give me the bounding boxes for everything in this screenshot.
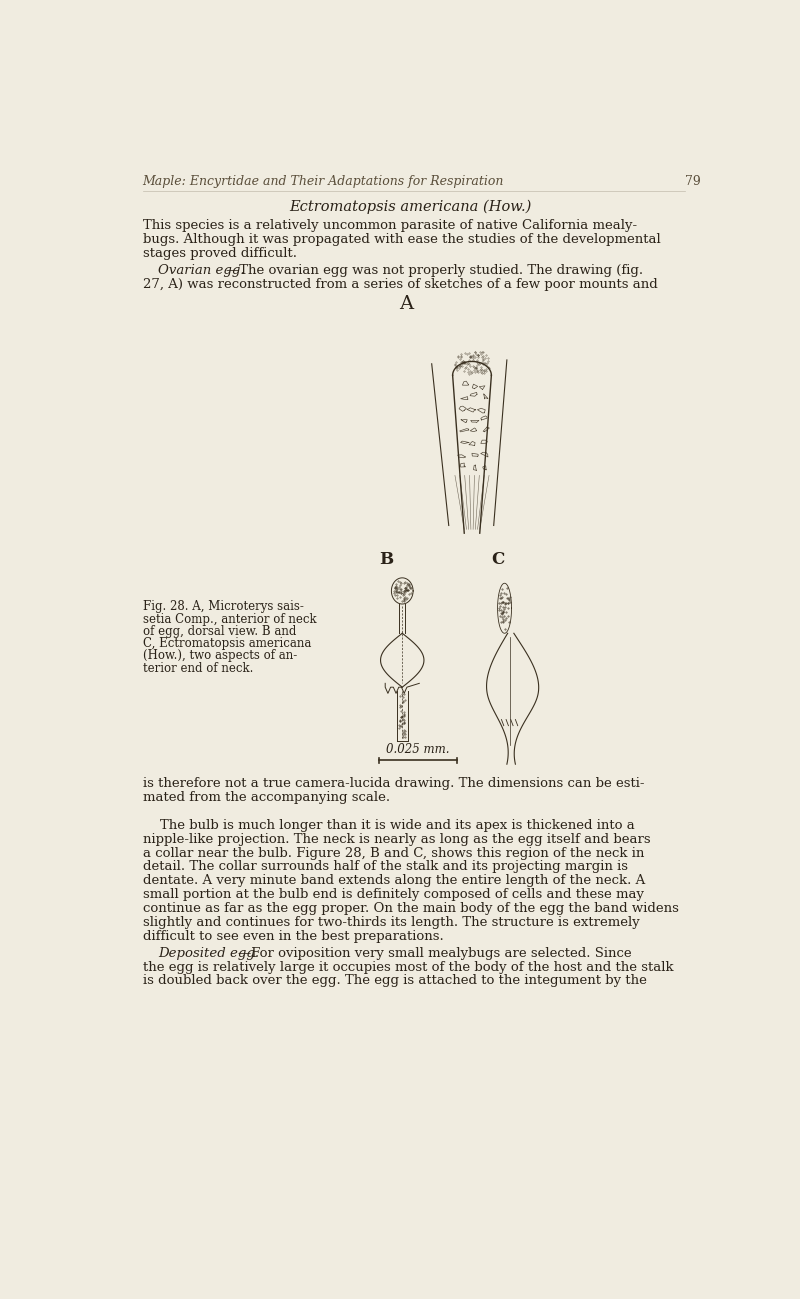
Text: bugs. Although it was propagated with ease the studies of the developmental: bugs. Although it was propagated with ea… <box>142 233 660 246</box>
Text: This species is a relatively uncommon parasite of native California mealy-: This species is a relatively uncommon pa… <box>142 220 637 233</box>
Text: mated from the accompanying scale.: mated from the accompanying scale. <box>142 791 390 804</box>
Text: —The ovarian egg was not properly studied. The drawing (fig.: —The ovarian egg was not properly studie… <box>226 264 642 277</box>
Text: B: B <box>379 551 393 568</box>
Text: (How.), two aspects of an-: (How.), two aspects of an- <box>142 650 297 662</box>
Text: detail. The collar surrounds half of the stalk and its projecting margin is: detail. The collar surrounds half of the… <box>142 860 628 873</box>
Text: stages proved difficult.: stages proved difficult. <box>142 247 297 260</box>
Text: slightly and continues for two-thirds its length. The structure is extremely: slightly and continues for two-thirds it… <box>142 916 639 929</box>
Text: Ovarian egg.: Ovarian egg. <box>158 264 245 277</box>
Text: the egg is relatively large it occupies most of the body of the host and the sta: the egg is relatively large it occupies … <box>142 960 674 973</box>
Text: C, Ectromatopsis americana: C, Ectromatopsis americana <box>142 637 311 650</box>
Text: is therefore not a true camera-lucida drawing. The dimensions can be esti-: is therefore not a true camera-lucida dr… <box>142 777 644 790</box>
Text: 27, A) was reconstructed from a series of sketches of a few poor mounts and: 27, A) was reconstructed from a series o… <box>142 278 658 291</box>
Text: Deposited egg.: Deposited egg. <box>158 947 259 960</box>
Text: 0.025 mm.: 0.025 mm. <box>386 743 450 756</box>
Text: difficult to see even in the best preparations.: difficult to see even in the best prepar… <box>142 930 443 943</box>
Text: The bulb is much longer than it is wide and its apex is thickened into a: The bulb is much longer than it is wide … <box>142 818 634 831</box>
Text: is doubled back over the egg. The egg is attached to the integument by the: is doubled back over the egg. The egg is… <box>142 974 646 987</box>
Text: small portion at the bulb end is definitely composed of cells and these may: small portion at the bulb end is definit… <box>142 889 644 902</box>
Text: nipple-like projection. The neck is nearly as long as the egg itself and bears: nipple-like projection. The neck is near… <box>142 833 650 846</box>
Text: Ectromatopsis americana (How.): Ectromatopsis americana (How.) <box>289 200 531 214</box>
Text: continue as far as the egg proper. On the main body of the egg the band widens: continue as far as the egg proper. On th… <box>142 902 678 914</box>
Text: setia Comp., anterior of neck: setia Comp., anterior of neck <box>142 613 316 626</box>
Text: of egg, dorsal view. B and: of egg, dorsal view. B and <box>142 625 296 638</box>
Text: Fig. 28. A, Microterys sais-: Fig. 28. A, Microterys sais- <box>142 600 303 613</box>
Text: terior end of neck.: terior end of neck. <box>142 661 253 674</box>
Text: A: A <box>399 295 413 313</box>
Text: dentate. A very minute band extends along the entire length of the neck. A: dentate. A very minute band extends alon… <box>142 874 645 887</box>
Text: Maple: Encyrtidae and Their Adaptations for Respiration: Maple: Encyrtidae and Their Adaptations … <box>142 175 504 188</box>
Text: C: C <box>491 551 505 568</box>
Text: a collar near the bulb. Figure 28, B and C, shows this region of the neck in: a collar near the bulb. Figure 28, B and… <box>142 847 644 860</box>
Text: —For oviposition very small mealybugs are selected. Since: —For oviposition very small mealybugs ar… <box>238 947 631 960</box>
Text: 79: 79 <box>685 175 701 188</box>
